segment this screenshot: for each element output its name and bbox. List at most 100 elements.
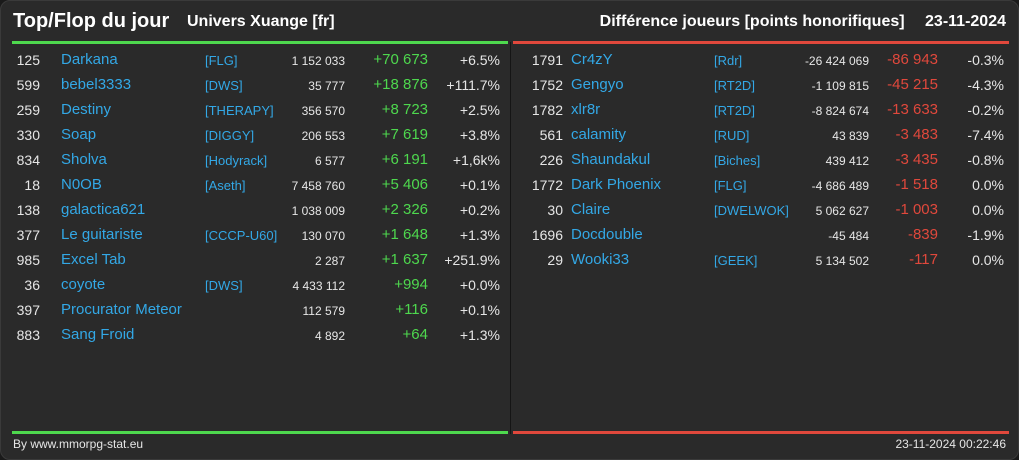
points-pct: +1.3% [459, 227, 500, 243]
rank: 397 [16, 302, 40, 318]
flop-row: 1752 Gengyo [RT2D] -1 109 815 -45 215 -4… [511, 73, 1018, 98]
player-link[interactable]: Soap [61, 126, 97, 143]
player-link[interactable]: N0OB [61, 176, 102, 193]
guild-link[interactable]: [Aseth] [205, 178, 246, 193]
total-points: 35 777 [308, 79, 345, 93]
player-link[interactable]: Wooki33 [571, 251, 630, 268]
player-link[interactable]: Destiny [61, 101, 112, 118]
top-row: 125 Darkana [FLG] 1 152 033 +70 673 +6.5… [1, 48, 510, 73]
player-link[interactable]: Darkana [61, 51, 118, 68]
top-row: 18 N0OB [Aseth] 7 458 760 +5 406 +0.1% [1, 173, 510, 198]
top-row: 883 Sang Froid 4 892 +64 +1.3% [1, 323, 510, 348]
points-pct: -4.3% [967, 77, 1004, 93]
total-points: 1 038 009 [291, 204, 345, 218]
player-link[interactable]: coyote [61, 276, 106, 293]
player-link[interactable]: Dark Phoenix [571, 176, 662, 193]
total-points: 439 412 [825, 154, 869, 168]
guild-link[interactable]: [RUD] [714, 128, 750, 143]
page-title: Top/Flop du jour [13, 10, 170, 32]
guild-link[interactable]: [FLG] [714, 178, 747, 193]
metric-label: Différence joueurs [points honorifiques] [599, 13, 905, 30]
points-pct: 0.0% [972, 202, 1004, 218]
header-date: 23-11-2024 [925, 13, 1006, 30]
total-points: 1 152 033 [291, 54, 345, 68]
top-row: 138 galactica621 1 038 009 +2 326 +0.2% [1, 198, 510, 223]
points-diff: +116 [395, 301, 428, 318]
guild-link[interactable]: [Hodyrack] [205, 153, 268, 168]
flop-row: 1791 Cr4zY [Rdr] -26 424 069 -86 943 -0.… [511, 48, 1018, 73]
points-pct: +111.7% [446, 77, 500, 93]
points-pct: +0.0% [459, 277, 500, 293]
rank: 259 [16, 102, 40, 118]
points-diff: -839 [907, 226, 938, 243]
player-link[interactable]: Claire [571, 201, 611, 218]
flop-row: 561 calamity [RUD] 43 839 -3 483 -7.4% [511, 123, 1018, 148]
rank: 30 [547, 202, 563, 218]
guild-link[interactable]: [Biches] [714, 153, 761, 168]
guild-link[interactable]: [THERAPY] [205, 103, 274, 118]
guild-link[interactable]: [FLG] [205, 53, 238, 68]
player-link[interactable]: Le guitariste [61, 226, 143, 243]
header-right: Différence joueurs [points honorifiques]… [600, 13, 1006, 31]
rank: 599 [16, 77, 40, 93]
guild-link[interactable]: [CCCP-U60] [205, 228, 278, 243]
points-pct: +0.1% [459, 302, 500, 318]
total-points: 5 134 502 [815, 254, 869, 268]
player-link[interactable]: xlr8r [571, 101, 601, 118]
guild-link[interactable]: [DWS] [205, 278, 243, 293]
top-row: 397 Procurator Meteor 112 579 +116 +0.1% [1, 298, 510, 323]
points-diff: +70 673 [373, 51, 428, 68]
rank: 18 [24, 177, 40, 193]
flop-row: 29 Wooki33 [GEEK] 5 134 502 -117 0.0% [511, 248, 1018, 273]
points-diff: -86 943 [887, 51, 938, 68]
total-points: 130 070 [301, 229, 345, 243]
total-points: -4 686 489 [811, 179, 869, 193]
player-link[interactable]: bebel3333 [61, 76, 132, 93]
player-link[interactable]: Procurator Meteor [61, 301, 182, 318]
points-diff: -1 003 [895, 201, 938, 218]
top-row: 377 Le guitariste [CCCP-U60] 130 070 +1 … [1, 223, 510, 248]
rank: 138 [16, 202, 40, 218]
flop-row: 226 Shaundakul [Biches] 439 412 -3 435 -… [511, 148, 1018, 173]
points-pct: -0.3% [967, 52, 1004, 68]
player-link[interactable]: Excel Tab [61, 251, 126, 268]
top-panel: 125 Darkana [FLG] 1 152 033 +70 673 +6.5… [1, 48, 510, 348]
top-row: 259 Destiny [THERAPY] 356 570 +8 723 +2.… [1, 98, 510, 123]
guild-link[interactable]: [RT2D] [714, 78, 755, 93]
points-diff: -1 518 [895, 176, 938, 193]
points-pct: -1.9% [967, 227, 1004, 243]
flop-row: 1782 xlr8r [RT2D] -8 824 674 -13 633 -0.… [511, 98, 1018, 123]
guild-link[interactable]: [Rdr] [714, 53, 743, 68]
player-link[interactable]: galactica621 [61, 201, 146, 218]
guild-link[interactable]: [DWELWOK] [714, 203, 789, 218]
points-diff: -3 483 [895, 126, 938, 143]
points-diff: +8 723 [381, 101, 428, 118]
player-link[interactable]: Sang Froid [61, 326, 135, 343]
total-points: 4 892 [314, 329, 345, 343]
player-link[interactable]: Docdouble [571, 226, 643, 243]
points-diff: +1 648 [381, 226, 428, 243]
points-pct: 0.0% [972, 252, 1004, 268]
player-link[interactable]: Sholva [61, 151, 107, 168]
top-row: 834 Sholva [Hodyrack] 6 577 +6 191 +1,6k… [1, 148, 510, 173]
player-link[interactable]: Shaundakul [571, 151, 651, 168]
guild-link[interactable]: [RT2D] [714, 103, 755, 118]
generated-timestamp: 23-11-2024 00:22:46 [895, 437, 1006, 451]
guild-link[interactable]: [DWS] [205, 78, 243, 93]
rank: 377 [16, 227, 40, 243]
total-points: 2 287 [314, 254, 345, 268]
points-pct: +1,6k% [452, 152, 500, 168]
flop-panel: 1791 Cr4zY [Rdr] -26 424 069 -86 943 -0.… [511, 48, 1018, 273]
flop-row: 1772 Dark Phoenix [FLG] -4 686 489 -1 51… [511, 173, 1018, 198]
player-link[interactable]: calamity [571, 126, 627, 143]
guild-link[interactable]: [GEEK] [714, 253, 758, 268]
top-row: 599 bebel3333 [DWS] 35 777 +18 876 +111.… [1, 73, 510, 98]
player-link[interactable]: Cr4zY [571, 51, 613, 68]
flop-divider-line [513, 41, 1009, 44]
rank: 883 [16, 327, 40, 343]
guild-link[interactable]: [DIGGY] [205, 128, 255, 143]
credit-link[interactable]: By www.mmorpg-stat.eu [13, 437, 144, 451]
rank: 125 [16, 52, 40, 68]
player-link[interactable]: Gengyo [571, 76, 624, 93]
total-points: 356 570 [301, 104, 345, 118]
